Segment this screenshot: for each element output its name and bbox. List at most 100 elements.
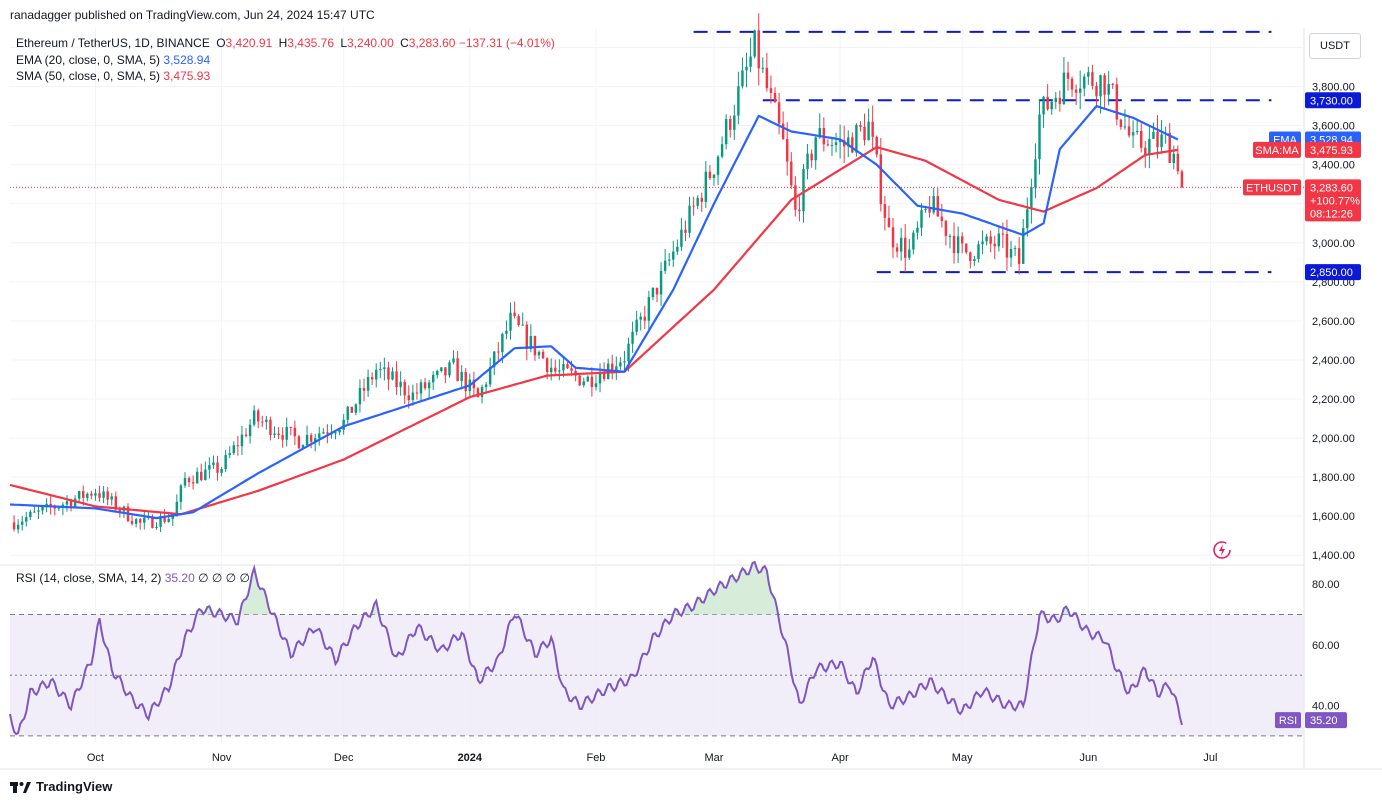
candle-body (537, 351, 541, 356)
candle-body (391, 371, 394, 380)
candle-body (362, 387, 366, 391)
candle-body (655, 287, 659, 295)
rsi-name-tag: RSI (1279, 715, 1297, 727)
currency-selector[interactable]: USDT (1309, 33, 1361, 59)
candle-body (802, 169, 805, 212)
candle-body (252, 410, 256, 425)
candle-body (806, 153, 809, 170)
rsi-name-tag-bg (1275, 712, 1301, 729)
candle-body (883, 204, 887, 218)
candle-body (948, 235, 952, 237)
candle-body (448, 362, 451, 376)
candle-body (1022, 228, 1025, 264)
candle-body (639, 316, 642, 320)
candle-body (847, 137, 850, 147)
candle-body (741, 70, 744, 87)
candle-body (452, 358, 455, 363)
candle-body (1176, 153, 1180, 172)
candle-body (224, 454, 227, 469)
candle-body (285, 426, 288, 440)
candle-body (407, 395, 411, 401)
ohlc-o-label: O (216, 36, 226, 50)
candle-body (204, 469, 207, 481)
ohlc-h-label: H (278, 36, 288, 50)
candle-body (1070, 78, 1074, 90)
candle-body (973, 259, 976, 262)
candle-body (106, 491, 109, 500)
candle-body (427, 382, 431, 389)
candle-body (53, 507, 56, 509)
x-tick-label: 2024 (458, 752, 483, 764)
rsi-legend[interactable]: RSI (14, close, SMA, 14, 2) 35.20 ∅ ∅ ∅ … (16, 571, 250, 585)
candle-body (236, 445, 240, 447)
candle-body (200, 471, 203, 481)
candle-body (33, 511, 36, 513)
candle-body (773, 92, 777, 103)
candle-body (696, 197, 699, 206)
candle-body (20, 521, 24, 525)
sma-legend-row[interactable]: SMA (50, close, 0, SMA, 5) 3,475.93 (16, 68, 555, 85)
candle-body (460, 371, 463, 382)
candle-body (920, 210, 923, 228)
candle-body (41, 507, 44, 511)
candle-body (814, 137, 817, 161)
key-level-label: 2,850.00 (1310, 267, 1353, 279)
tradingview-logo[interactable]: TradingView (10, 779, 112, 794)
ohlc-close: 3,283.60 (408, 36, 456, 50)
ohlc-c-label: C (400, 36, 409, 50)
candle-body (456, 358, 459, 382)
candle-body (619, 362, 622, 367)
candle-body (346, 406, 349, 420)
candle-body (484, 384, 488, 388)
candle-body (1103, 75, 1106, 95)
rsi-legend-extras: ∅ ∅ ∅ ∅ (198, 571, 250, 585)
candle-body (932, 196, 935, 213)
candle-body (509, 312, 512, 331)
symbol-name-tag: ETHUSDT (1246, 182, 1298, 194)
candle-body (1034, 159, 1037, 188)
candle-body (1099, 75, 1102, 97)
candle-body (757, 30, 760, 69)
candle-body (73, 498, 77, 507)
sma-50-line (9, 146, 1179, 516)
candle-body (1054, 97, 1058, 102)
ohlc-low: 3,240.00 (347, 36, 394, 50)
ema-legend-label: EMA (20, close, 0, SMA, 5) (16, 52, 161, 67)
candle-body (334, 432, 337, 434)
candle-body (338, 429, 341, 433)
candle-body (1119, 119, 1123, 128)
candle-body (110, 496, 113, 500)
candle-body (647, 297, 651, 321)
candle-body (928, 209, 931, 213)
candle-body (724, 119, 728, 145)
candle-body (578, 375, 581, 386)
candle-body (692, 205, 695, 207)
symbol-row[interactable]: Ethereum / TetherUS, 1D, BINANCE O3,420.… (16, 35, 555, 52)
candle-body (545, 358, 549, 373)
ema-legend-row[interactable]: EMA (20, close, 0, SMA, 5) 3,528.94 (16, 52, 555, 69)
flash-icon[interactable] (1212, 540, 1232, 560)
candle-body (749, 56, 752, 67)
ohlc-change: −137.31 (−4.01%) (458, 36, 555, 50)
candle-body (383, 367, 386, 370)
candle-body (350, 406, 354, 413)
moving-averages (9, 104, 1304, 520)
rsi-value-label: 35.20 (1310, 715, 1338, 727)
candle-body (887, 217, 891, 228)
candle-body (688, 205, 691, 233)
y-tick-label: 2,000.00 (1312, 433, 1355, 445)
candle-body (1026, 209, 1029, 229)
candle-body (659, 270, 663, 295)
candle-body (611, 363, 614, 371)
candle-body (615, 366, 618, 371)
candle-body (667, 259, 671, 261)
candle-body (138, 519, 142, 523)
candle-body (903, 237, 907, 258)
sma-legend-label: SMA (50, close, 0, SMA, 5) (16, 69, 161, 83)
candle-body (643, 316, 647, 321)
candle-body (293, 427, 297, 437)
candle-body (558, 370, 561, 372)
candle-body (745, 66, 748, 71)
y-tick-label: 2,600.00 (1312, 316, 1355, 328)
